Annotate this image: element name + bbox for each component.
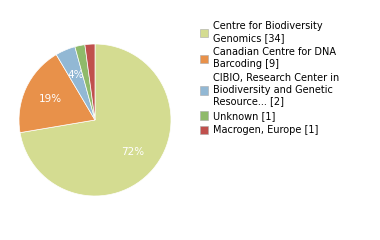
- Wedge shape: [20, 44, 171, 196]
- Wedge shape: [19, 55, 95, 133]
- Legend: Centre for Biodiversity
Genomics [34], Canadian Centre for DNA
Barcoding [9], CI: Centre for Biodiversity Genomics [34], C…: [199, 20, 340, 136]
- Wedge shape: [75, 45, 95, 120]
- Text: 19%: 19%: [39, 94, 62, 104]
- Text: 72%: 72%: [121, 147, 144, 157]
- Text: 4%: 4%: [68, 70, 84, 79]
- Wedge shape: [56, 47, 95, 120]
- Wedge shape: [85, 44, 95, 120]
